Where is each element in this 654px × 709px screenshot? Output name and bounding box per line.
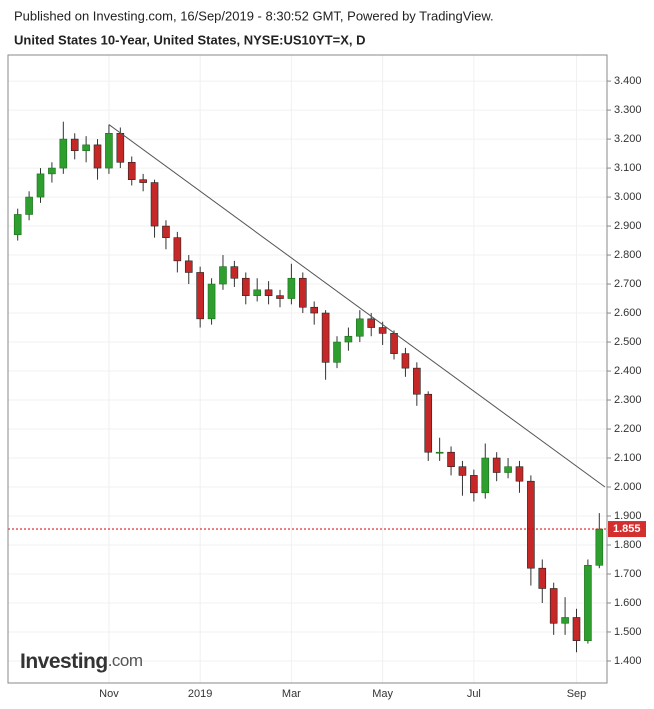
x-tick-label: Nov [99,688,119,700]
y-tick-label: 1.600 [614,597,642,609]
candle-body [413,367,421,395]
y-tick-label: 2.800 [614,249,642,261]
candle-body [356,318,364,337]
candle-body [127,161,136,180]
x-tick-label: Mar [282,688,301,700]
symbol-title: United States 10-Year, United States, NY… [14,32,365,47]
candle-body [116,132,125,163]
candle-body [435,451,444,454]
candle-body [105,132,113,169]
candle-body [367,318,376,328]
plot-frame [7,54,608,684]
candle-body [196,272,204,320]
logo: Investing.com [20,650,143,673]
candle-body [276,295,284,299]
y-tick-label: 3.000 [614,191,642,203]
y-tick-label: 2.900 [614,220,642,232]
y-tick-label: 2.600 [614,307,642,319]
candle-body [241,277,250,296]
x-tick-label: May [372,688,393,700]
candle-body [584,564,592,641]
candle-body [184,260,193,273]
candle-body [82,144,90,151]
candle-body [424,393,433,453]
candle-body [595,528,604,566]
candle-body [59,138,68,169]
candle-body [401,353,410,369]
candle-body [310,306,319,314]
candle-body [287,277,296,299]
y-tick-label: 2.100 [614,452,642,464]
candle-body [572,617,581,641]
y-tick-label: 1.700 [614,568,642,580]
candle-body [93,144,102,169]
candle-body [253,289,261,296]
x-tick-label: 2019 [188,688,212,700]
candle-body [36,173,45,198]
y-tick-label: 3.400 [614,75,642,87]
candle-body [207,283,216,320]
y-tick-label: 2.000 [614,481,642,493]
published-note: Published on Investing.com, 16/Sep/2019 … [14,8,494,23]
y-tick-label: 2.200 [614,423,642,435]
candle-body [515,466,524,482]
x-tick-label: Jul [467,688,481,700]
candle-body [321,312,330,363]
y-tick-label: 3.200 [614,133,642,145]
logo-main: Investing [20,650,108,673]
y-tick-label: 1.900 [614,510,642,522]
last-price-label: 1.855 [613,523,641,535]
candle-body [549,588,558,624]
candle-body [173,237,182,262]
candle-body [390,333,398,354]
candle-body [219,266,227,285]
y-tick-label: 2.700 [614,278,642,290]
y-tick-label: 2.300 [614,394,642,406]
candle-body [527,480,535,569]
y-tick-label: 1.500 [614,626,642,638]
candle-body [264,289,273,296]
candle-body [13,214,22,236]
trendline [108,124,606,488]
logo-suffix: .com [108,651,143,670]
candle-body [538,567,547,589]
candle-body [162,225,170,238]
candle-body [492,457,501,473]
y-tick-label: 3.100 [614,162,642,174]
candle-body [561,617,569,624]
candle-body [25,196,33,215]
y-tick-label: 3.300 [614,104,642,116]
y-tick-label: 1.400 [614,655,642,667]
candle-body [139,179,147,183]
candle-body [447,451,455,468]
y-tick-label: 2.400 [614,365,642,377]
candle-body [298,277,307,308]
last-price-box [608,521,646,538]
candle-body [333,341,341,363]
x-tick-label: Sep [567,688,587,700]
candle-body [481,457,490,494]
candle-body [344,335,353,343]
y-tick-label: 2.500 [614,336,642,348]
candle-body [470,475,478,494]
candle-body [378,327,387,334]
candle-body [458,466,467,476]
candle-body [48,167,56,175]
candle-body [504,466,512,473]
candle-body [230,266,239,279]
candle-body [70,138,79,151]
candle-body [150,182,159,227]
y-tick-label: 1.800 [614,539,642,551]
